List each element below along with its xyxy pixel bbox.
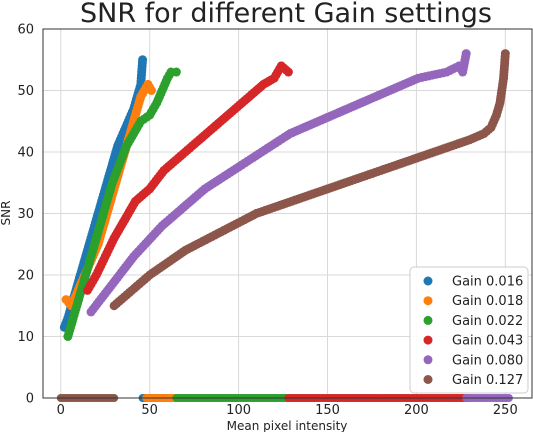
legend-marker <box>423 276 433 286</box>
series-points <box>86 49 471 317</box>
data-point <box>146 86 156 95</box>
series-points <box>63 67 181 341</box>
legend-marker <box>423 315 433 325</box>
legend-label: Gain 0.018 <box>452 294 523 309</box>
plot-frame <box>42 28 533 399</box>
legend-box <box>409 266 529 394</box>
legend-label: Gain 0.022 <box>452 314 523 329</box>
y-tick-label: 60 <box>17 23 34 38</box>
data-point <box>171 67 181 77</box>
chart-title: SNR for different Gain settings <box>80 0 492 29</box>
legend-marker <box>423 296 433 306</box>
y-axis-label: SNR <box>0 201 13 226</box>
legend-marker <box>423 375 433 384</box>
y-tick-label: 0 <box>26 392 34 407</box>
data-point <box>283 67 293 77</box>
legend-label: Gain 0.080 <box>452 353 523 368</box>
x-tick-label: 150 <box>315 403 340 418</box>
y-tick-label: 10 <box>17 330 34 345</box>
data-point <box>500 49 510 59</box>
x-axis-label: Mean pixel intensity <box>227 419 348 432</box>
y-tick-label: 40 <box>17 146 34 161</box>
data-point <box>461 49 471 59</box>
y-tick-label: 20 <box>17 269 34 284</box>
legend: Gain 0.016 Gain 0.018 Gain 0.022 Gain 0.043… <box>409 266 529 394</box>
legend-label: Gain 0.127 <box>452 373 523 388</box>
y-tick-label: 30 <box>17 207 34 222</box>
x-tick-label: 200 <box>404 403 429 418</box>
data-point <box>138 55 148 65</box>
x-tick-label: 50 <box>141 403 158 418</box>
x-tick-label: 250 <box>493 403 518 418</box>
x-tick-label: 0 <box>57 403 65 418</box>
legend-label: Gain 0.016 <box>452 275 523 290</box>
series-points <box>82 61 293 295</box>
legend-marker <box>423 335 433 345</box>
tick-labels: 0 50 100 150 200 250 0 10 20 30 40 50 60 <box>17 23 517 419</box>
legend-label: Gain 0.043 <box>452 334 523 349</box>
legend-marker <box>423 355 433 365</box>
x-tick-label: 100 <box>226 403 251 418</box>
y-tick-label: 50 <box>17 84 34 99</box>
series-points <box>109 49 510 311</box>
